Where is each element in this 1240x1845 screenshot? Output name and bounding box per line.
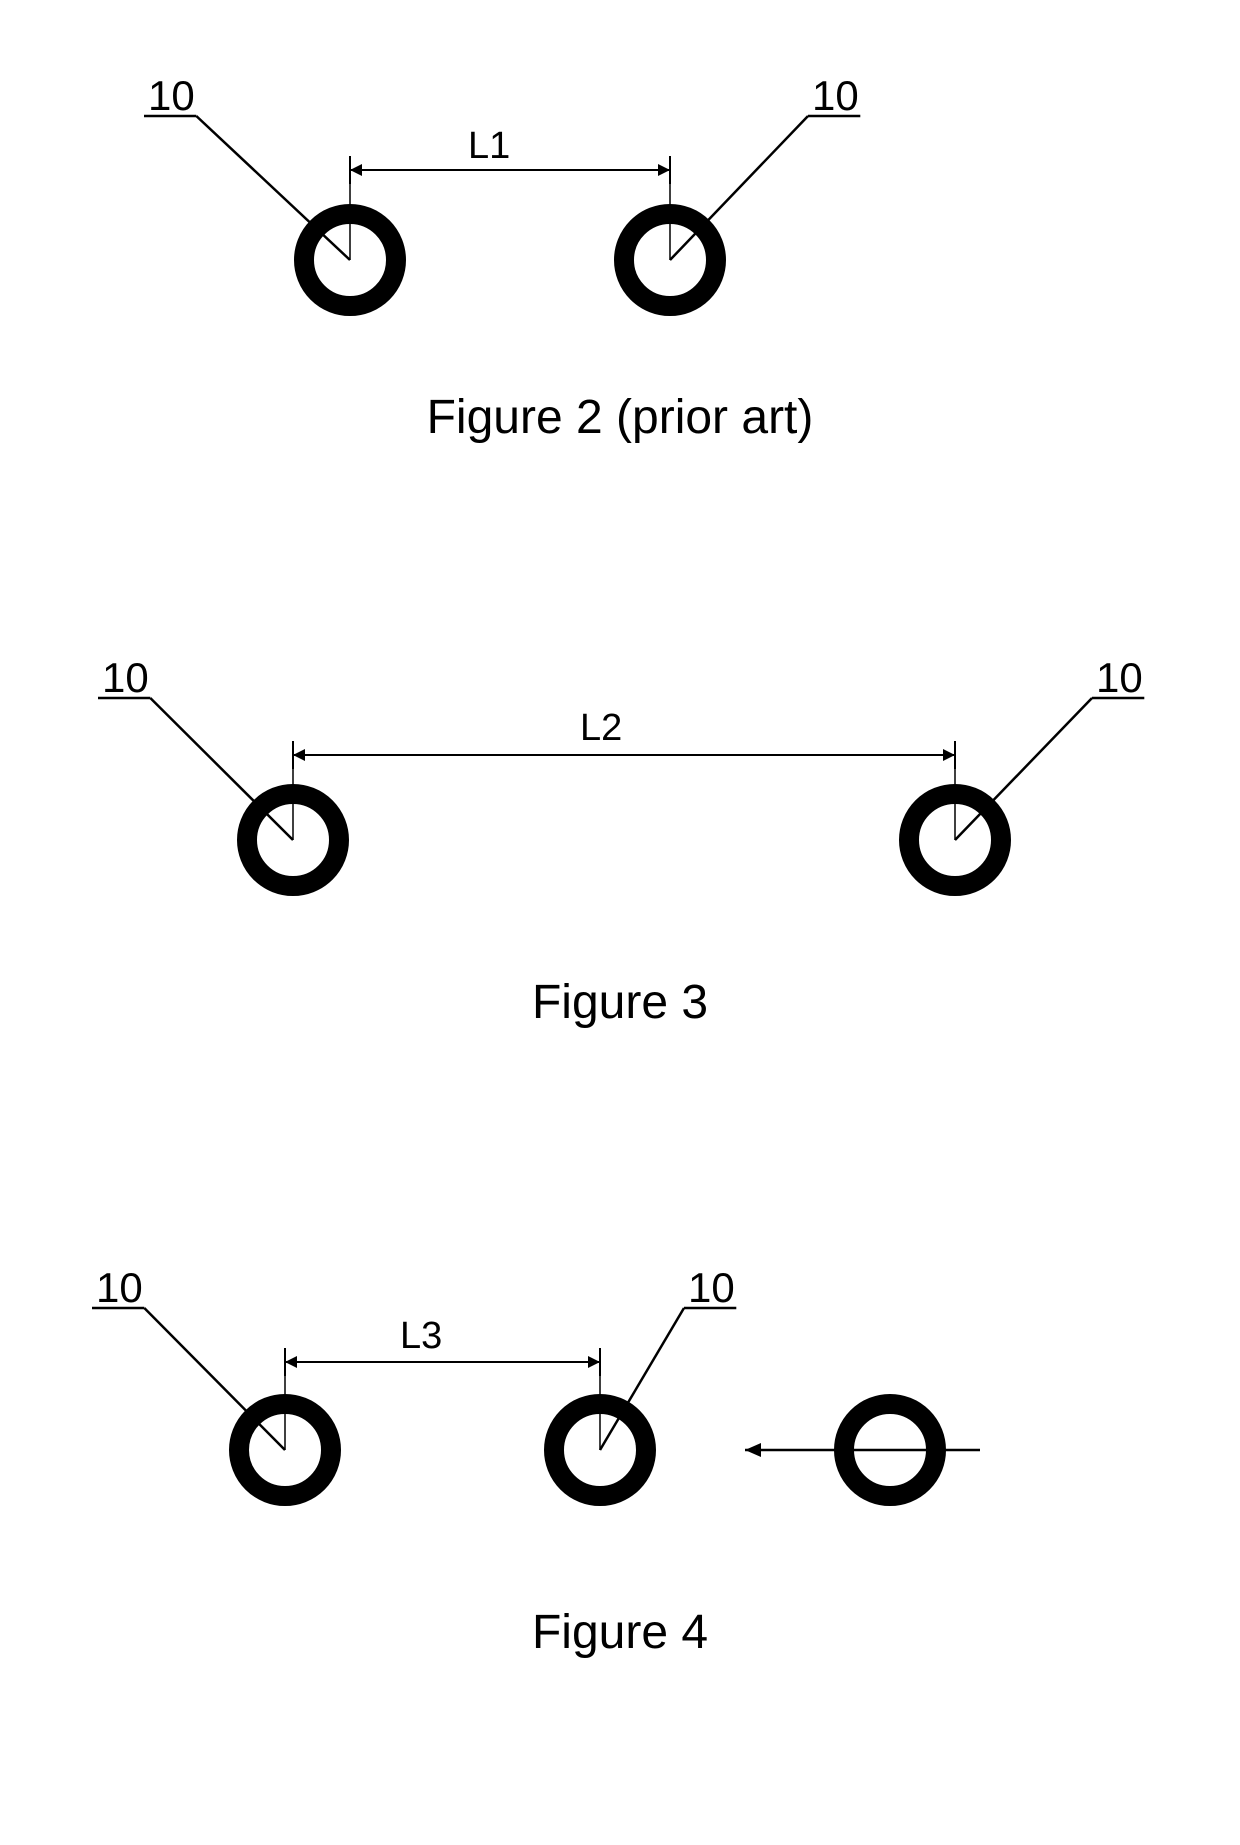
figure2-caption: Figure 2 (prior art) [0,390,1240,445]
dimension-arrow [658,164,670,176]
figure3-caption: Figure 3 [0,975,1240,1030]
leader-diagonal [955,698,1092,840]
reference-label: 10 [96,1264,143,1311]
dimension-arrow [588,1356,600,1368]
motion-arrow-head [745,1443,761,1457]
reference-label: 10 [148,72,195,119]
dimension-arrow [943,749,955,761]
reference-label: 10 [812,72,859,119]
reference-label: 10 [1096,654,1143,701]
leader-diagonal [144,1308,285,1450]
dimension-label: L3 [400,1315,442,1357]
leader-diagonal [196,116,350,260]
dimension-arrow [293,749,305,761]
dimension-label: L2 [580,707,622,749]
dimension-label: L1 [468,125,510,167]
leader-diagonal [670,116,808,260]
reference-label: 10 [102,654,149,701]
diagram-canvas: L1 10 10 L2 10 10 L3 10 10 [0,0,1240,1845]
dimension-arrow [285,1356,297,1368]
reference-label: 10 [688,1264,735,1311]
dimension-arrow [350,164,362,176]
figure4-caption: Figure 4 [0,1605,1240,1660]
leader-diagonal [150,698,293,840]
